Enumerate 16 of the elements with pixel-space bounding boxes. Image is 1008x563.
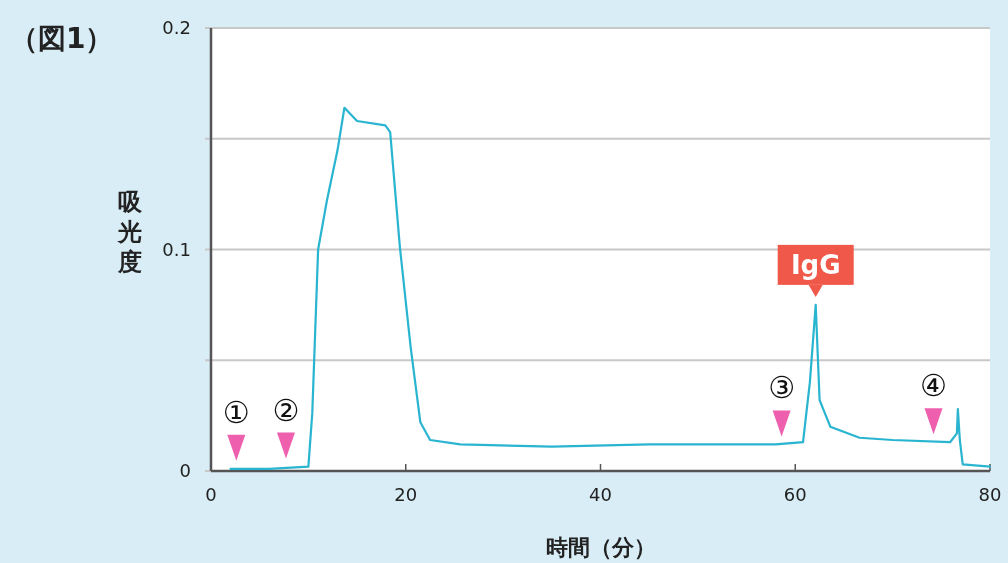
annotation: IgG [790,249,841,280]
x-tick-label: 40 [589,484,612,505]
x-axis-title: 時間（分） [545,535,656,560]
chart-title: （図1） [10,22,114,55]
x-tick-label: 20 [394,484,418,505]
y-tick-label: 0 [179,460,191,481]
annotation: ④ [920,368,947,404]
annotation: ① [222,394,250,430]
x-tick-label: 60 [783,484,807,505]
annotation: ③ [768,370,796,406]
x-tick-label: 0 [205,484,217,505]
x-tick-label: 80 [978,484,1002,505]
y-axis-title: 吸光度 [117,187,143,276]
y-tick-label: 0.1 [162,238,191,260]
annotation: ② [272,392,300,428]
y-tick-label: 0.2 [162,17,191,38]
